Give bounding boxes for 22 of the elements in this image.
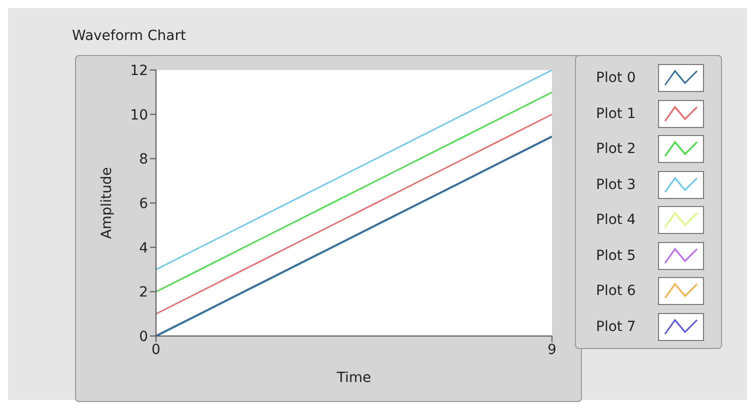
line-series (156, 70, 552, 270)
legend-label: Plot 2 (596, 141, 637, 157)
y-tick-label: 2 (139, 284, 148, 301)
y-tick-label: 8 (139, 152, 148, 168)
line-series (156, 92, 552, 292)
legend-label: Plot 3 (596, 176, 637, 192)
y-tick-label: 10 (130, 107, 148, 124)
legend-label: Plot 0 (596, 70, 637, 86)
legend-label: Plot 6 (596, 283, 637, 299)
y-tick-label: 4 (139, 240, 148, 256)
x-axis-title: Time (336, 370, 372, 386)
legend-label: Plot 7 (596, 318, 637, 334)
y-tick-label: 6 (139, 196, 148, 212)
line-series (156, 114, 552, 314)
y-tick-label: 12 (130, 62, 148, 79)
y-tick-label: 0 (139, 328, 148, 345)
legend-label: Plot 4 (596, 212, 637, 228)
x-tick-label: 9 (548, 342, 556, 358)
chart-title: Waveform Chart (72, 28, 186, 44)
legend-label: Plot 5 (596, 248, 637, 264)
legend-label: Plot 1 (596, 106, 637, 122)
y-axis-title: Amplitude (98, 167, 115, 239)
